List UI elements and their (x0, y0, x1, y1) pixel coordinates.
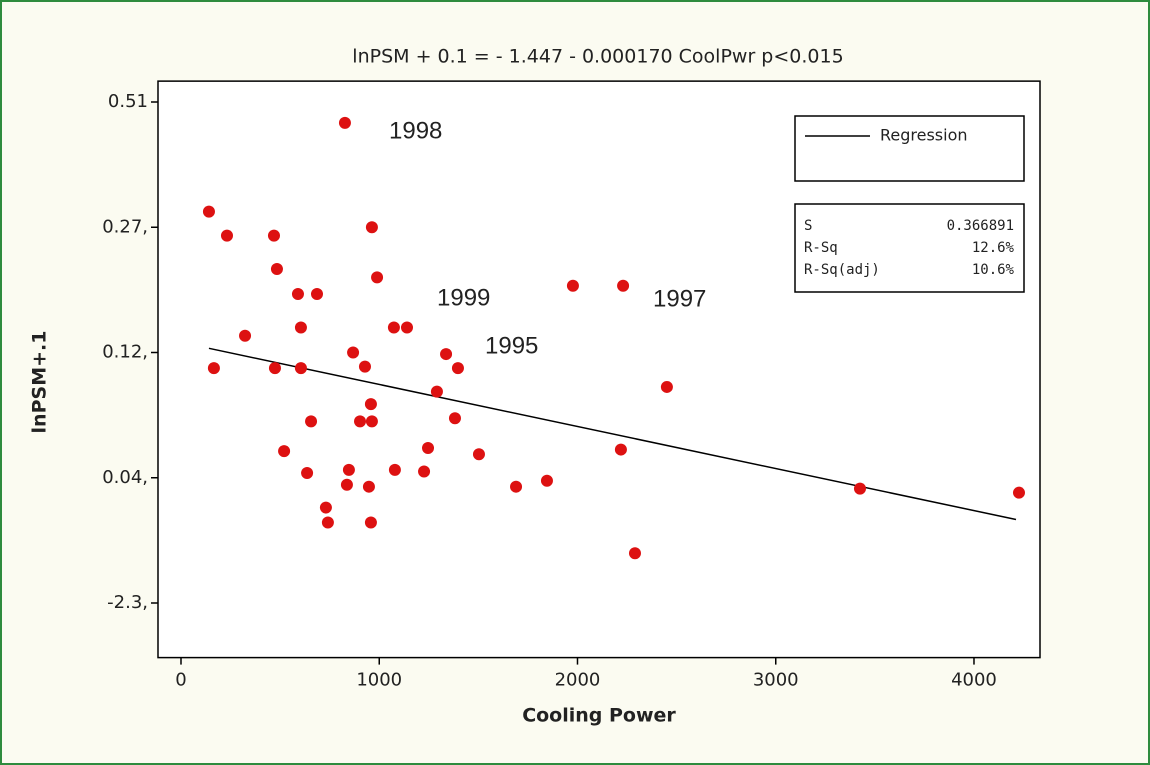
y-axis-label: lnPSM+.1 (29, 331, 51, 434)
point (354, 415, 367, 428)
point (540, 474, 553, 487)
stat-value: 0.366891 (947, 218, 1014, 234)
stat-label: R-Sq(adj) (804, 262, 880, 278)
point (342, 463, 355, 476)
point (319, 501, 332, 514)
point (365, 221, 378, 234)
point (301, 467, 314, 480)
point (364, 398, 377, 411)
point (294, 362, 307, 375)
legend-label: Regression (880, 126, 968, 145)
point (617, 279, 630, 292)
point (371, 271, 384, 284)
point (270, 263, 283, 275)
point (451, 362, 464, 375)
point (440, 348, 453, 361)
point (853, 482, 866, 495)
point (400, 321, 413, 334)
point (472, 448, 485, 461)
point (362, 480, 375, 493)
point (310, 288, 323, 301)
annotation: 1999 (437, 284, 490, 311)
x-tick-label: 0 (175, 670, 186, 691)
annotation: 1998 (389, 117, 442, 144)
x-axis-label: Cooling Power (522, 705, 676, 727)
y-tick-label: 0.04, (102, 467, 148, 488)
point (347, 346, 360, 359)
annotation: 1997 (653, 285, 706, 312)
chart-title: lnPSM + 0.1 = - 1.447 - 0.000170 CoolPwr… (352, 46, 843, 68)
stat-value: 12.6% (972, 240, 1015, 256)
point (1012, 486, 1025, 499)
point (660, 380, 673, 393)
y-tick-label: 0.27, (102, 216, 148, 237)
point (268, 362, 281, 375)
point (338, 116, 351, 129)
stat-label: S (804, 218, 812, 234)
point (364, 516, 377, 529)
point (365, 415, 378, 428)
point (430, 385, 443, 398)
point (358, 360, 371, 373)
stat-label: R-Sq (804, 240, 838, 256)
x-tick-label: 3000 (753, 670, 799, 691)
point (418, 465, 431, 478)
y-tick-label: -2.3, (107, 592, 148, 613)
point (566, 279, 579, 292)
regression-line (208, 347, 1017, 521)
point (448, 412, 461, 425)
point (321, 516, 334, 529)
point (510, 480, 523, 493)
point (291, 288, 304, 301)
point (387, 321, 400, 334)
point (422, 442, 435, 455)
point (305, 415, 318, 428)
point (340, 478, 353, 491)
stat-value: 10.6% (972, 262, 1015, 278)
annotation: 1995 (485, 332, 538, 359)
x-tick-label: 2000 (555, 670, 601, 691)
y-tick-label: 0.12, (102, 342, 148, 363)
point (294, 321, 307, 334)
point (628, 547, 641, 560)
point (388, 463, 401, 476)
x-tick-label: 1000 (356, 670, 402, 691)
y-tick-label: 0.51 (108, 91, 148, 112)
legend-box (794, 115, 1025, 182)
x-tick-label: 4000 (951, 670, 997, 691)
point (202, 205, 215, 218)
point (239, 329, 252, 342)
point (278, 445, 291, 458)
point (614, 443, 627, 456)
point (207, 362, 220, 375)
point (220, 229, 233, 242)
stats-box (794, 203, 1025, 293)
point (267, 229, 280, 242)
